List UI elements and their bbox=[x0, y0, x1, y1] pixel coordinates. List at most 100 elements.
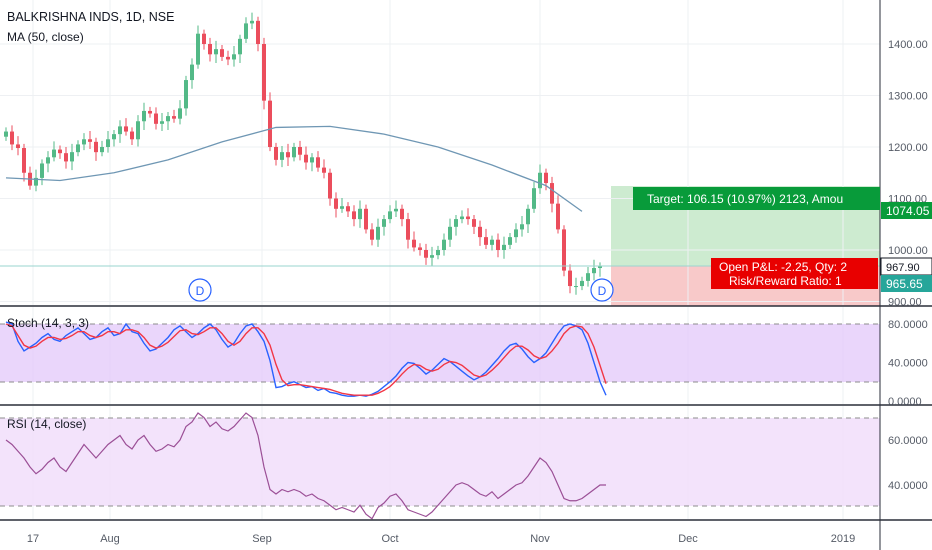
candle-body bbox=[70, 152, 74, 162]
candle-body bbox=[250, 20, 254, 24]
candle-body bbox=[64, 153, 68, 162]
candle-body bbox=[364, 208, 368, 230]
candle-body bbox=[574, 286, 578, 288]
candle-body bbox=[172, 116, 176, 119]
stop-price-text: 965.65 bbox=[886, 277, 923, 291]
candle-body bbox=[262, 44, 266, 101]
price-tick-label: 1300.00 bbox=[888, 91, 928, 103]
candle-body bbox=[484, 237, 488, 245]
candle-body bbox=[268, 100, 272, 147]
dividend-circle bbox=[590, 278, 614, 302]
candle-body bbox=[40, 163, 44, 178]
candle-body bbox=[100, 147, 104, 153]
dividend-label: D bbox=[598, 284, 607, 298]
candle-body bbox=[538, 172, 542, 189]
candle-body bbox=[592, 268, 596, 274]
candle-body bbox=[472, 219, 476, 227]
candle-body bbox=[76, 144, 80, 153]
candle-body bbox=[466, 216, 470, 220]
rsi-title[interactable]: RSI (14, close) bbox=[7, 417, 86, 431]
candle-body bbox=[16, 144, 20, 149]
rr-label: Risk/Reward Ratio: 1 bbox=[729, 274, 842, 288]
target-box[interactable] bbox=[633, 187, 880, 210]
candle-body bbox=[226, 56, 230, 60]
candle-body bbox=[214, 49, 218, 55]
candle-body bbox=[478, 226, 482, 238]
price-tick-label: 1400.00 bbox=[888, 39, 928, 51]
candle-body bbox=[202, 33, 206, 44]
candle-body bbox=[568, 270, 572, 287]
dividend-circle bbox=[188, 278, 212, 302]
stoch-band bbox=[0, 324, 880, 382]
candle-body bbox=[118, 126, 122, 135]
candle-body bbox=[46, 157, 50, 164]
symbol-title[interactable]: BALKRISHNA INDS, 1D, NSE bbox=[7, 10, 174, 24]
price-candles bbox=[4, 12, 602, 295]
dividend-marker: D bbox=[188, 278, 212, 302]
candle-body bbox=[136, 121, 140, 140]
candle-body bbox=[208, 44, 212, 55]
candle-body bbox=[154, 113, 158, 124]
rsi-tick-label: 60.0000 bbox=[888, 435, 928, 447]
candle-body bbox=[400, 208, 404, 220]
candle-body bbox=[352, 211, 356, 220]
candle-body bbox=[310, 157, 314, 163]
time-axis[interactable]: 17 Aug Sep Oct Nov Dec 2019 bbox=[27, 533, 855, 545]
ma-legend[interactable]: MA (50, close) bbox=[7, 30, 84, 44]
candle-body bbox=[166, 116, 170, 122]
candle-body bbox=[22, 148, 26, 173]
candle-body bbox=[388, 211, 392, 220]
candle-body bbox=[148, 110, 152, 114]
candle-body bbox=[304, 154, 308, 163]
candle-body bbox=[316, 157, 320, 168]
rsi-axis[interactable]: 40.0000 60.0000 bbox=[888, 435, 928, 492]
candle-body bbox=[220, 49, 224, 57]
price-tick-label: 1000.00 bbox=[888, 245, 928, 257]
candle-body bbox=[346, 206, 350, 212]
stoch-d-line bbox=[5, 323, 607, 396]
stoch-title[interactable]: Stoch (14, 3, 3) bbox=[7, 316, 89, 330]
candle-body bbox=[238, 38, 242, 55]
candle-body bbox=[52, 149, 56, 158]
candle-body bbox=[142, 110, 146, 122]
time-tick-label: Dec bbox=[678, 533, 698, 545]
candle-body bbox=[58, 149, 62, 154]
price-tick-label: 1200.00 bbox=[888, 142, 928, 154]
candle-body bbox=[508, 237, 512, 245]
candle-body bbox=[412, 239, 416, 248]
candle-body bbox=[232, 54, 236, 60]
candle-body bbox=[4, 131, 8, 137]
candle-body bbox=[178, 108, 182, 119]
candle-body bbox=[298, 147, 302, 155]
candle-body bbox=[406, 219, 410, 240]
candle-body bbox=[502, 244, 506, 250]
candle-body bbox=[334, 198, 338, 209]
candle-body bbox=[196, 33, 200, 65]
candle-body bbox=[328, 172, 332, 199]
price-tick-label: 900.00 bbox=[888, 297, 922, 309]
candle-body bbox=[382, 219, 386, 227]
candle-body bbox=[436, 250, 440, 256]
candle-body bbox=[160, 121, 164, 124]
candle-body bbox=[430, 255, 434, 258]
candle-body bbox=[544, 172, 548, 184]
price-axis[interactable]: 900.001000.001100.001200.001300.001400.0… bbox=[888, 39, 928, 309]
pnl-box[interactable] bbox=[711, 258, 878, 289]
candle-body bbox=[256, 20, 260, 44]
candle-body bbox=[370, 229, 374, 240]
candle-body bbox=[286, 152, 290, 158]
candle-body bbox=[514, 229, 518, 238]
candle-body bbox=[556, 203, 560, 230]
candle-body bbox=[496, 239, 500, 250]
stoch-axis[interactable]: 0.0000 40.0000 80.0000 bbox=[888, 319, 928, 408]
candle-body bbox=[10, 131, 14, 145]
candle-body bbox=[130, 131, 134, 140]
candle-body bbox=[418, 247, 422, 250]
target-label: Target: 106.15 (10.97%) 2123, Amou bbox=[647, 192, 843, 206]
candle-body bbox=[586, 273, 590, 281]
rsi-line bbox=[5, 412, 606, 520]
candle-body bbox=[454, 219, 458, 227]
stop-price-flag bbox=[881, 275, 932, 292]
time-tick-label: Sep bbox=[252, 533, 272, 545]
